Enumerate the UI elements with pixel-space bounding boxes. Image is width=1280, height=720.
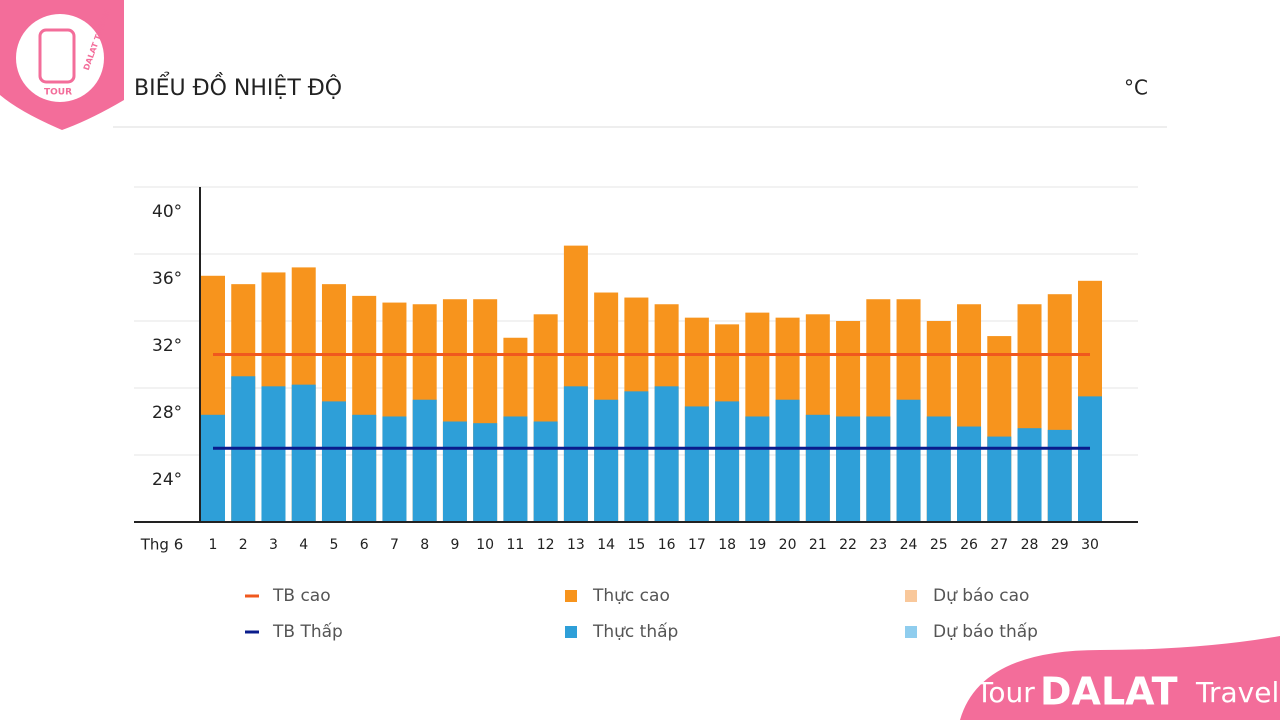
legend-swatch [565, 626, 577, 638]
y-tick-label: 32° [152, 336, 182, 356]
x-tick-label: 17 [688, 537, 706, 553]
bar [715, 401, 740, 522]
legend-label: Thực cao [592, 586, 670, 606]
legend-label: Dự báo cao [933, 586, 1029, 606]
x-tick-label: 20 [779, 537, 797, 553]
x-tick-label: 9 [450, 537, 459, 553]
bar [866, 416, 891, 522]
x-tick-label: 10 [476, 537, 494, 553]
footer-badge [960, 636, 1280, 720]
bar [684, 406, 709, 522]
x-tick-label: 23 [869, 537, 887, 553]
y-tick-label: 36° [152, 269, 182, 289]
bar [442, 421, 467, 522]
y-tick-label: 24° [152, 470, 182, 490]
bar [775, 399, 800, 522]
bar [624, 391, 649, 522]
logo: TOUR DALAT TRAVEL [0, 0, 124, 130]
bar [533, 421, 558, 522]
footer-brand: Travel [1195, 676, 1279, 709]
bar [382, 416, 407, 522]
bar [926, 416, 951, 522]
x-tick-label: 4 [299, 537, 308, 553]
bar [987, 436, 1012, 522]
bar [352, 414, 377, 522]
x-tick-label: 22 [839, 537, 857, 553]
x-tick-label: 27 [990, 537, 1008, 553]
x-tick-label: 19 [748, 537, 766, 553]
legend-label: Thực thấp [592, 621, 678, 642]
bar [896, 399, 921, 522]
bar [654, 386, 679, 522]
legend-label: Dự báo thấp [933, 621, 1038, 642]
x-tick-label: 25 [930, 537, 948, 553]
bar [1078, 396, 1102, 522]
x-tick-label: 8 [420, 537, 429, 553]
x-tick-label: 28 [1021, 537, 1039, 553]
x-tick-label: 7 [390, 537, 399, 553]
x-tick-label: 29 [1051, 537, 1069, 553]
x-tick-label: 26 [960, 537, 978, 553]
x-tick-label: 18 [718, 537, 736, 553]
bar [201, 414, 225, 522]
legend-swatch [905, 590, 917, 602]
bar [745, 416, 770, 522]
bar [261, 386, 286, 522]
bar [805, 414, 830, 522]
footer-brand: DALAT [1040, 670, 1178, 714]
bar [473, 423, 498, 522]
bar [291, 384, 316, 522]
bar [836, 416, 861, 522]
x-tick-label: 2 [239, 537, 248, 553]
bar [1047, 429, 1072, 522]
bar [957, 426, 982, 522]
bar [503, 416, 528, 522]
x-tick-label: 21 [809, 537, 827, 553]
x-tick-label: 3 [269, 537, 278, 553]
x-tick-label: 24 [900, 537, 918, 553]
logo-circle [16, 14, 104, 102]
legend-label: TB cao [272, 586, 331, 606]
bar [563, 386, 588, 522]
legend-swatch [245, 594, 259, 598]
logo-text: TOUR [44, 88, 72, 98]
bar [412, 399, 437, 522]
y-tick-label: 28° [152, 403, 182, 423]
chart-title: BIỂU ĐỒ NHIỆT ĐỘ [134, 73, 342, 101]
x-tick-label: 5 [330, 537, 339, 553]
legend-label: TB Thấp [272, 621, 343, 642]
bar [321, 401, 346, 522]
legend-swatch [905, 626, 917, 638]
x-tick-label: 16 [658, 537, 676, 553]
x-tick-label: 11 [506, 537, 524, 553]
unit-label: °C [1124, 76, 1148, 100]
x-tick-label: 15 [627, 537, 645, 553]
bar [1017, 428, 1042, 522]
x-tick-label: 12 [537, 537, 555, 553]
x-tick-label: 13 [567, 537, 585, 553]
logo-suitcase [38, 28, 76, 84]
x-tick-label: 14 [597, 537, 615, 553]
x-axis-label: Thg 6 [140, 536, 184, 554]
y-tick-label: 40° [152, 202, 182, 222]
legend-swatch [565, 590, 577, 602]
x-tick-label: 1 [209, 537, 218, 553]
bar [594, 399, 619, 522]
x-tick-label: 6 [360, 537, 369, 553]
footer-brand: Tour [975, 676, 1035, 709]
x-tick-label: 30 [1081, 537, 1099, 553]
legend-swatch [245, 630, 259, 634]
